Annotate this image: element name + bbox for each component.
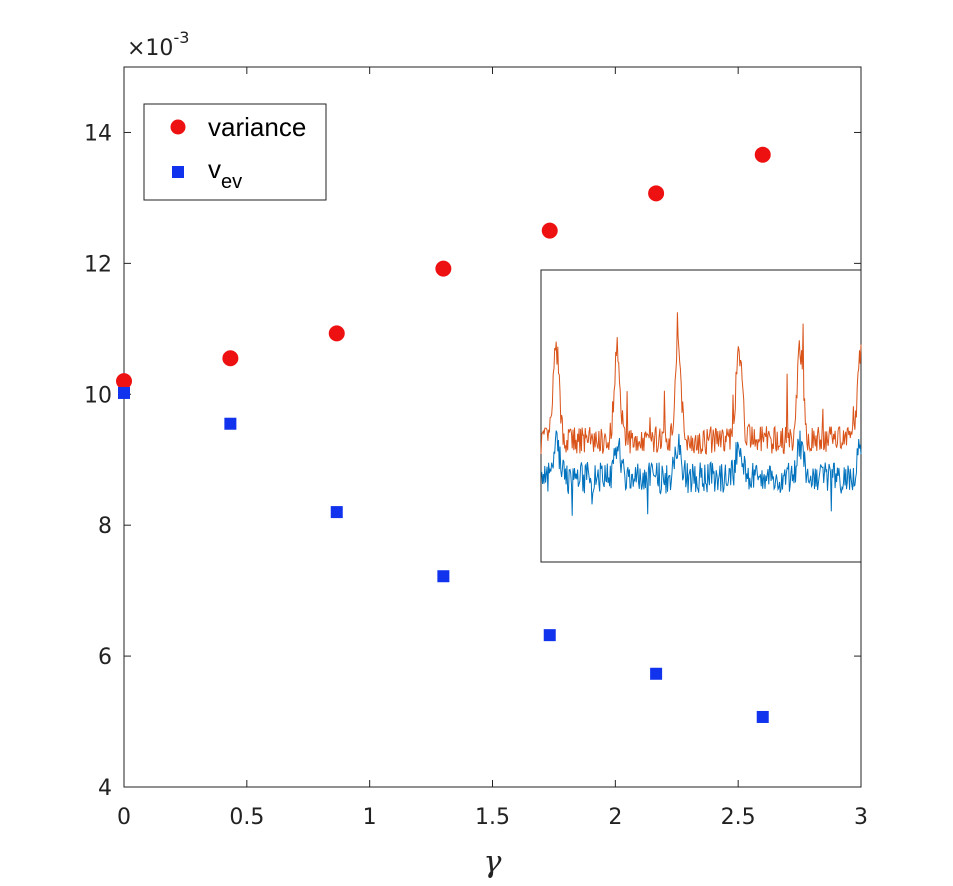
vev-point bbox=[118, 386, 130, 399]
variance-point bbox=[754, 146, 771, 163]
inset-frame bbox=[540, 269, 862, 563]
x-tick-label: 0 bbox=[117, 805, 131, 830]
variance-point bbox=[541, 222, 558, 239]
y-tick-label: 12 bbox=[84, 252, 112, 277]
variance-point bbox=[435, 260, 452, 277]
variance-point bbox=[222, 350, 239, 367]
y-tick-label: 10 bbox=[84, 383, 112, 408]
x-axis-label: γ bbox=[484, 845, 502, 880]
inset-blue-trace bbox=[540, 430, 862, 516]
legend-variance-marker bbox=[170, 119, 186, 135]
y-tick-label: 14 bbox=[84, 121, 112, 146]
x-tick-label: 1 bbox=[363, 805, 377, 830]
variance-point bbox=[648, 185, 665, 202]
legend-vev-marker bbox=[172, 166, 184, 178]
vev-point bbox=[330, 506, 343, 519]
vev-point bbox=[756, 710, 769, 723]
variance-point bbox=[116, 373, 132, 390]
x-tick-label: 1.5 bbox=[475, 805, 510, 830]
legend-variance-label: variance bbox=[208, 112, 306, 142]
vev-point bbox=[650, 667, 663, 680]
vev-point bbox=[437, 570, 450, 583]
vev-point bbox=[224, 417, 237, 430]
vev-point bbox=[543, 629, 556, 642]
legend-box bbox=[143, 103, 327, 201]
x-tick-label: 2 bbox=[608, 805, 622, 830]
y-exponent-label: ×10-3 bbox=[127, 28, 189, 61]
x-tick-label: 2.5 bbox=[721, 805, 756, 830]
y-tick-label: 4 bbox=[98, 776, 112, 801]
x-tick-label: 0.5 bbox=[229, 805, 264, 830]
y-tick-label: 6 bbox=[98, 645, 112, 670]
variance-point bbox=[328, 325, 345, 342]
inset-orange-trace bbox=[540, 312, 862, 455]
y-tick-label: 8 bbox=[98, 514, 112, 539]
x-tick-label: 3 bbox=[854, 805, 868, 830]
